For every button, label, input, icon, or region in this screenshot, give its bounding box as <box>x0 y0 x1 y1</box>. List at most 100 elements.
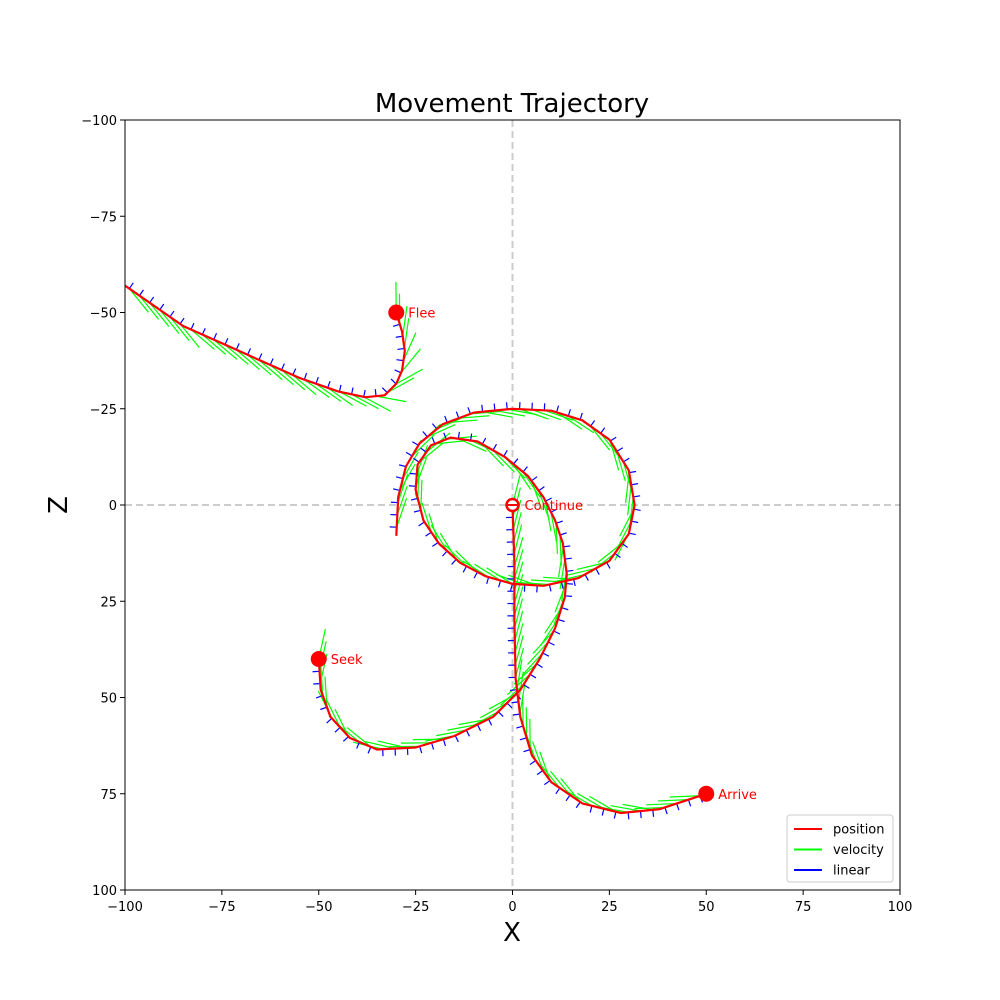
x-axis-ticks: −100 −75 −50 −25 0 25 50 75 100 <box>107 890 912 915</box>
linear-tick <box>506 702 513 709</box>
linear-tick <box>363 389 366 397</box>
velocity-arrow <box>415 457 428 487</box>
velocity-arrow <box>513 549 524 580</box>
velocity-arrow <box>634 806 665 810</box>
velocity-arrow <box>303 379 330 398</box>
velocity-arrow <box>514 610 524 641</box>
linear-tick <box>627 812 630 820</box>
velocity-arrow <box>315 383 342 402</box>
x-axis-label: X <box>503 918 521 948</box>
linear-tick <box>397 347 405 351</box>
linear-tick <box>497 711 504 718</box>
velocity-arrow <box>521 652 544 676</box>
linear-tick <box>334 726 341 733</box>
linear-tick <box>457 431 460 439</box>
velocity-arrow <box>292 374 317 396</box>
linear-tick <box>564 557 572 560</box>
linear-tick <box>462 565 468 573</box>
linear-tick <box>579 412 583 420</box>
velocity-arrow <box>492 449 515 473</box>
velocity-arrow <box>324 676 328 708</box>
linear-tick <box>676 803 680 811</box>
velocity-arrow <box>513 586 524 617</box>
start-markers: Flee Continue Seek Arrive <box>310 304 757 803</box>
velocity-arrow <box>258 359 283 381</box>
velocity-arrow <box>399 463 416 491</box>
velocity-arrow <box>518 582 550 586</box>
linear-tick <box>442 739 447 747</box>
linear-tick <box>595 568 600 575</box>
annotation-label: Seek <box>331 653 363 668</box>
y-axis-ticks: −100 −75 −50 −25 0 25 50 75 100 <box>81 114 125 899</box>
linear-tick <box>395 476 404 480</box>
linear-tick <box>425 531 432 537</box>
linear-tick <box>420 447 427 453</box>
velocity-arrow <box>513 561 524 592</box>
linear-tick <box>616 447 624 452</box>
velocity-arrow <box>397 473 409 503</box>
linear-tick <box>584 574 589 581</box>
velocity-arrow <box>326 699 341 728</box>
y-tick-label: −100 <box>81 114 117 129</box>
velocity-arrow <box>400 348 421 374</box>
velocity-arrow <box>609 440 620 471</box>
y-tick-label: 100 <box>92 884 117 899</box>
linear-tick <box>392 323 400 327</box>
x-tick-label: 50 <box>698 900 715 915</box>
velocity-arrow <box>627 484 632 516</box>
linear-tick <box>465 729 470 737</box>
linear-tick <box>413 457 420 463</box>
linear-tick <box>503 449 508 457</box>
linear-tick <box>563 545 571 548</box>
linear-tick <box>589 805 593 813</box>
linear-tick <box>430 742 435 750</box>
velocity-arrow <box>600 432 621 458</box>
velocity-arrow <box>513 512 522 543</box>
linear-tick <box>509 689 518 692</box>
velocity-arrow <box>565 567 596 577</box>
linear-tick <box>374 389 377 397</box>
velocity-arrow <box>513 573 524 604</box>
velocity-arrow <box>577 792 605 810</box>
linear-tick <box>444 415 448 423</box>
x-tick-label: 75 <box>795 900 812 915</box>
linear-tick <box>419 746 423 754</box>
velocity-arrow <box>610 804 641 812</box>
linear-tick <box>606 562 611 569</box>
y-tick-label: 25 <box>100 595 117 610</box>
linear-tick <box>567 409 571 417</box>
linear-tick <box>614 552 621 558</box>
linear-tick <box>392 488 401 492</box>
velocity-arrow <box>646 802 677 806</box>
velocity-arrow <box>479 702 508 719</box>
legend-label: position <box>833 823 885 838</box>
velocity-arrow <box>281 369 306 391</box>
linear-tick <box>455 411 460 419</box>
x-tick-label: −100 <box>107 900 143 915</box>
linear-tick <box>613 811 617 819</box>
linear-tick <box>396 359 404 362</box>
linear-tick <box>687 799 692 807</box>
velocity-arrow <box>555 573 586 583</box>
velocity-arrow <box>395 368 424 385</box>
linear-tick <box>623 457 630 463</box>
linear-tick <box>559 532 567 536</box>
velocity-arrow <box>565 789 593 807</box>
linear-tick <box>410 497 418 501</box>
y-axis-label: Z <box>44 496 74 514</box>
linear-tick <box>320 706 328 711</box>
linear-tick <box>169 310 175 318</box>
velocity-arrow <box>513 536 524 567</box>
velocity-arrow <box>418 442 444 463</box>
linear-tick <box>631 520 639 524</box>
linear-tick <box>529 760 536 766</box>
velocity-arrow <box>351 393 379 410</box>
linear-tick <box>522 466 528 473</box>
velocity-arrow <box>436 729 467 737</box>
linear-tick <box>315 376 319 384</box>
velocity-arrow <box>421 502 432 533</box>
linear-tick <box>350 387 354 395</box>
velocity-arrow <box>507 408 538 416</box>
linear-tick <box>395 335 403 338</box>
linear-tick <box>600 427 606 434</box>
